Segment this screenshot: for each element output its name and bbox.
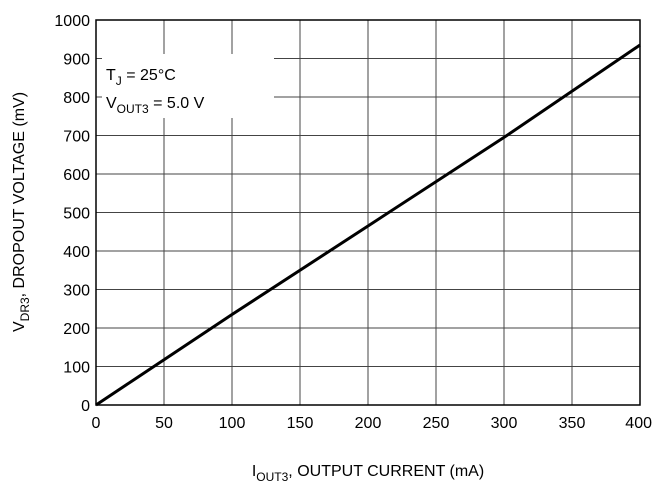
y-tick-label: 500 (63, 206, 90, 223)
y-tick-label: 100 (63, 360, 90, 377)
x-tick-label: 150 (287, 415, 314, 432)
y-tick-label: 300 (63, 283, 90, 300)
x-tick-label: 400 (625, 415, 652, 432)
annotation-rest: = 25°C (122, 67, 176, 84)
x-axis-label: IOUT3, OUTPUT CURRENT (mA) (252, 463, 484, 484)
y-tick-label: 400 (63, 244, 90, 261)
annotation-main: T (106, 67, 116, 84)
x-tick-label: 200 (355, 415, 382, 432)
y-axis-label-main: V (11, 321, 28, 332)
x-tick-label: 50 (155, 415, 173, 432)
y-tick-label: 600 (63, 167, 90, 184)
y-axis-label-sub: DR3 (18, 297, 32, 321)
y-tick-label: 0 (81, 398, 90, 415)
x-tick-label: 350 (559, 415, 586, 432)
annotation-background (102, 54, 274, 118)
annotation: TJ = 25°C (106, 67, 176, 88)
x-tick-label: 100 (219, 415, 246, 432)
x-axis-label-rest: , OUTPUT CURRENT (mA) (288, 463, 484, 480)
annotation: VOUT3 = 5.0 V (106, 95, 205, 116)
x-tick-label: 250 (423, 415, 450, 432)
y-axis-label: VDR3, DROPOUT VOLTAGE (mV) (11, 92, 32, 332)
y-tick-label: 700 (63, 129, 90, 146)
x-tick-label: 300 (491, 415, 518, 432)
data-line (95, 43, 641, 407)
x-tick-label: 0 (92, 415, 101, 432)
x-axis-label-main: I (252, 463, 256, 480)
y-tick-label: 200 (63, 321, 90, 338)
annotation-sub: J (116, 74, 122, 88)
y-tick-label: 800 (63, 90, 90, 107)
annotation-main: V (106, 95, 117, 112)
plot-frame (95, 19, 641, 406)
annotation-rest: = 5.0 V (149, 95, 205, 112)
y-tick-label: 900 (63, 52, 90, 69)
x-axis-label-sub: OUT3 (256, 470, 288, 484)
y-tick-label: 1000 (54, 13, 90, 30)
y-axis-label-rest: , DROPOUT VOLTAGE (mV) (11, 92, 28, 297)
annotation-sub: OUT3 (117, 102, 149, 116)
